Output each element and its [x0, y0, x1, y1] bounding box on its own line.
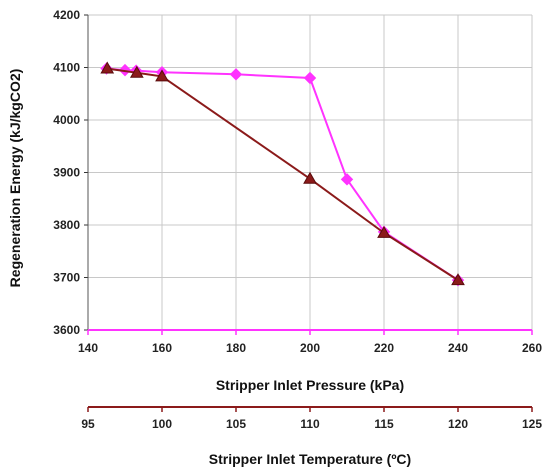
y-tick-label: 3900	[53, 166, 80, 180]
x-tick-label-pressure: 240	[448, 341, 468, 355]
x-tick-label-pressure: 220	[374, 341, 394, 355]
data-point-triangle	[377, 225, 391, 238]
data-point-diamond	[340, 173, 354, 186]
x-tick-label-pressure: 200	[300, 341, 320, 355]
series-group	[100, 61, 465, 287]
series-line-1	[107, 67, 459, 281]
x-tick-label-temperature: 100	[152, 417, 172, 431]
tick-labels: 3600 3700 3800 3900 4000 4100 4200 140 160 180 200…	[53, 8, 542, 431]
x-tick-label-temperature: 105	[226, 417, 246, 431]
y-axis-title: Regeneration Energy (kJ/kgCO2)	[7, 69, 23, 288]
data-point-triangle	[155, 69, 169, 82]
x-tick-label-pressure: 260	[522, 341, 542, 355]
data-point-triangle	[451, 273, 465, 286]
x-tick-label-pressure: 140	[78, 341, 98, 355]
y-tick-label: 3800	[53, 218, 80, 232]
x-axis-title-pressure: Stripper Inlet Pressure (kPa)	[216, 377, 404, 393]
data-point-triangle	[100, 61, 115, 74]
series-line-0	[106, 67, 459, 281]
y-tick-label: 3700	[53, 271, 80, 285]
data-point-diamond	[303, 71, 317, 85]
x-tick-label-temperature: 115	[374, 417, 394, 431]
axes	[84, 14, 533, 412]
x-tick-label-temperature: 95	[81, 417, 95, 431]
x-tick-label-pressure: 160	[152, 341, 172, 355]
x-tick-label-temperature: 125	[522, 417, 542, 431]
data-point-diamond	[229, 68, 243, 81]
x-tick-label-temperature: 120	[448, 417, 468, 431]
y-tick-label: 4100	[53, 61, 80, 75]
x-axis-title-temperature: Stripper Inlet Temperature (ºC)	[209, 451, 411, 467]
y-tick-label: 4000	[53, 113, 80, 127]
data-point-triangle	[129, 65, 144, 78]
x-tick-label-temperature: 110	[300, 417, 320, 431]
grid-lines	[88, 14, 533, 330]
data-point-triangle	[303, 171, 317, 184]
y-tick-label: 3600	[53, 323, 80, 337]
x-tick-label-pressure: 180	[226, 341, 246, 355]
y-tick-label: 4200	[53, 8, 80, 22]
